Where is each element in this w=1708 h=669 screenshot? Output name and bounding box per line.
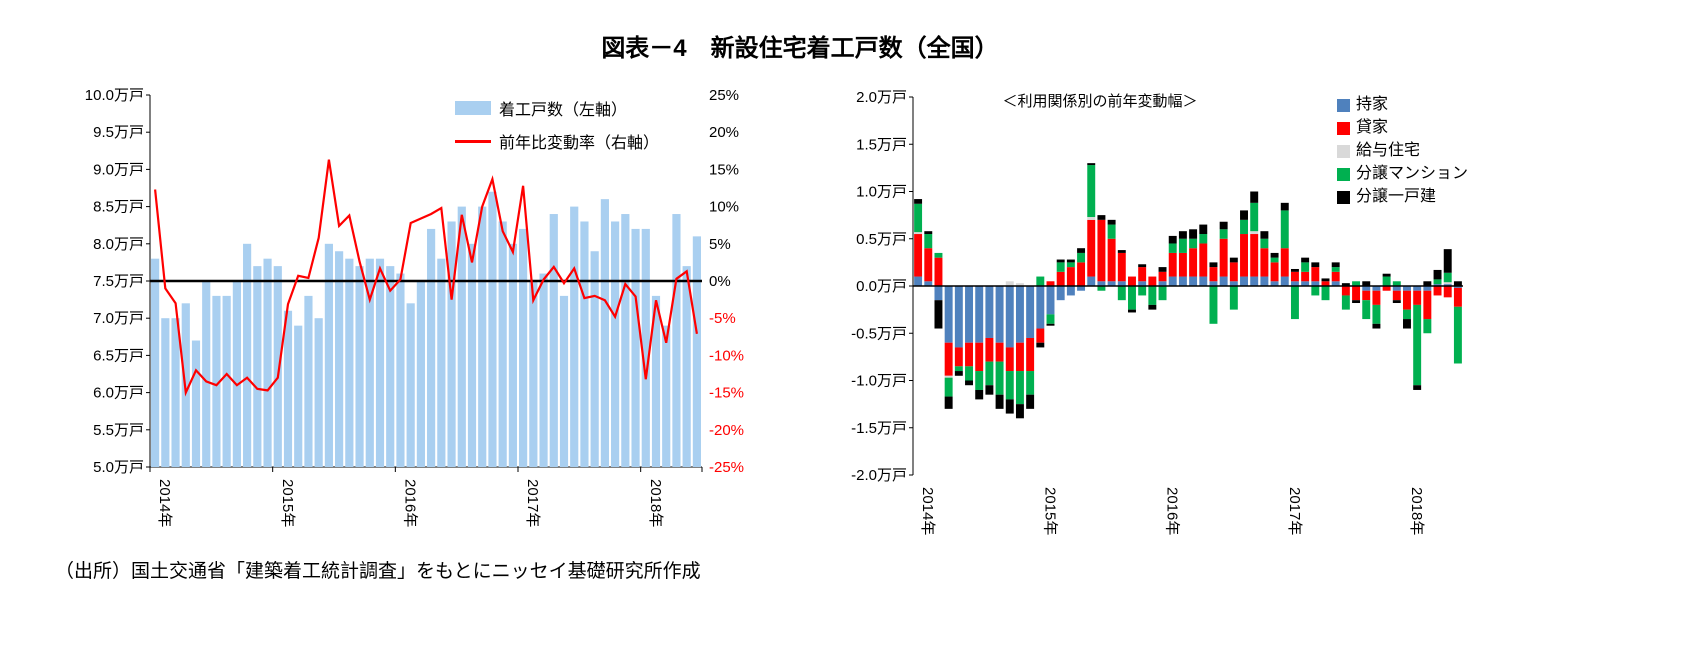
legend-item: 給与住宅 <box>1337 142 1468 160</box>
housing-starts-combo-chart: 10.0万戸 9.5万戸 9.0万戸 8.5万戸 8.0万戸 7.5万戸 7.0万戸 6.5万… <box>85 87 744 527</box>
svg-text:-10%: -10% <box>709 347 744 364</box>
line-series-swatch <box>455 139 491 143</box>
legend-item-yoy: 前年比変動率（右軸） <box>455 129 659 153</box>
svg-text:1.0万戸: 1.0万戸 <box>856 184 907 201</box>
legend-label: 分譲マンション <box>1356 165 1469 182</box>
svg-text:10.0万戸: 10.0万戸 <box>85 87 144 104</box>
svg-text:10%: 10% <box>709 199 739 216</box>
yoy-change-stacked-chart: 2.0万戸 1.5万戸 1.0万戸 0.5万戸 0.0万戸 -0.5万戸 -1.0万戸 -1.… <box>851 89 1463 535</box>
right-chart-title: ＜利用関係別の前年変動幅＞ <box>1002 93 1198 110</box>
svg-text:2014年: 2014年 <box>919 487 936 535</box>
svg-text:6.0万戸: 6.0万戸 <box>93 385 144 402</box>
svg-text:7.5万戸: 7.5万戸 <box>93 273 144 290</box>
figure-title: 図表－4 新設住宅着工戸数（全国） <box>601 35 999 62</box>
series-swatch-kyuyo <box>1337 144 1350 158</box>
svg-text:15%: 15% <box>709 161 739 178</box>
svg-text:8.5万戸: 8.5万戸 <box>93 199 144 216</box>
series-swatch-kodate <box>1337 190 1350 204</box>
svg-text:2018年: 2018年 <box>647 479 664 527</box>
svg-text:2018年: 2018年 <box>1408 487 1425 535</box>
legend-item: 分譲マンション <box>1337 165 1468 183</box>
svg-text:-25%: -25% <box>709 459 744 476</box>
legend-label-starts: 着工戸数（左軸） <box>499 102 628 119</box>
legend-item-starts: 着工戸数（左軸） <box>455 96 659 120</box>
legend-item: 分譲一戸建 <box>1337 188 1468 206</box>
legend-label: 給与住宅 <box>1356 142 1421 159</box>
svg-text:9.5万戸: 9.5万戸 <box>93 124 144 141</box>
svg-text:9.0万戸: 9.0万戸 <box>93 161 144 178</box>
left-chart-legend: 着工戸数（左軸） 前年比変動率（右軸） <box>455 96 659 162</box>
svg-text:2016年: 2016年 <box>1164 487 1181 535</box>
legend-item: 持家 <box>1337 96 1468 114</box>
svg-text:7.0万戸: 7.0万戸 <box>93 310 144 327</box>
series-swatch-mansion <box>1337 167 1350 181</box>
svg-text:2015年: 2015年 <box>279 479 296 527</box>
svg-text:0%: 0% <box>709 273 731 290</box>
series-swatch-mochiya <box>1337 98 1350 112</box>
legend-label: 持家 <box>1356 96 1389 113</box>
legend-label: 貸家 <box>1356 119 1389 136</box>
source-note: （出所）国土交通省「建築着工統計調査」をもとにニッセイ基礎研究所作成 <box>55 561 701 582</box>
legend-item: 貸家 <box>1337 119 1468 137</box>
legend-label-yoy: 前年比変動率（右軸） <box>499 135 660 152</box>
svg-text:-1.5万戸: -1.5万戸 <box>851 420 907 437</box>
svg-text:2017年: 2017年 <box>524 479 541 527</box>
svg-text:-5%: -5% <box>709 310 736 327</box>
svg-text:0.0万戸: 0.0万戸 <box>856 278 907 295</box>
right-chart-legend: 持家 貸家 給与住宅 分譲マンション 分譲一戸建 <box>1337 96 1468 211</box>
svg-text:1.5万戸: 1.5万戸 <box>856 136 907 153</box>
svg-text:5%: 5% <box>709 236 731 253</box>
svg-text:2014年: 2014年 <box>156 479 173 527</box>
svg-text:2017年: 2017年 <box>1286 487 1303 535</box>
svg-text:2.0万戸: 2.0万戸 <box>856 89 907 106</box>
svg-text:6.5万戸: 6.5万戸 <box>93 347 144 364</box>
svg-text:2016年: 2016年 <box>401 479 418 527</box>
svg-text:25%: 25% <box>709 87 739 104</box>
svg-text:8.0万戸: 8.0万戸 <box>93 236 144 253</box>
svg-text:5.0万戸: 5.0万戸 <box>93 459 144 476</box>
svg-text:-20%: -20% <box>709 422 744 439</box>
svg-text:-0.5万戸: -0.5万戸 <box>851 325 907 342</box>
svg-text:2015年: 2015年 <box>1041 487 1058 535</box>
svg-text:0.5万戸: 0.5万戸 <box>856 231 907 248</box>
series-swatch-kashiya <box>1337 121 1350 135</box>
svg-text:5.5万戸: 5.5万戸 <box>93 422 144 439</box>
legend-label: 分譲一戸建 <box>1356 188 1437 205</box>
svg-text:-1.0万戸: -1.0万戸 <box>851 373 907 390</box>
svg-text:-2.0万戸: -2.0万戸 <box>851 467 907 484</box>
svg-text:-15%: -15% <box>709 385 744 402</box>
svg-text:20%: 20% <box>709 124 739 141</box>
bar-series-swatch <box>455 101 491 115</box>
